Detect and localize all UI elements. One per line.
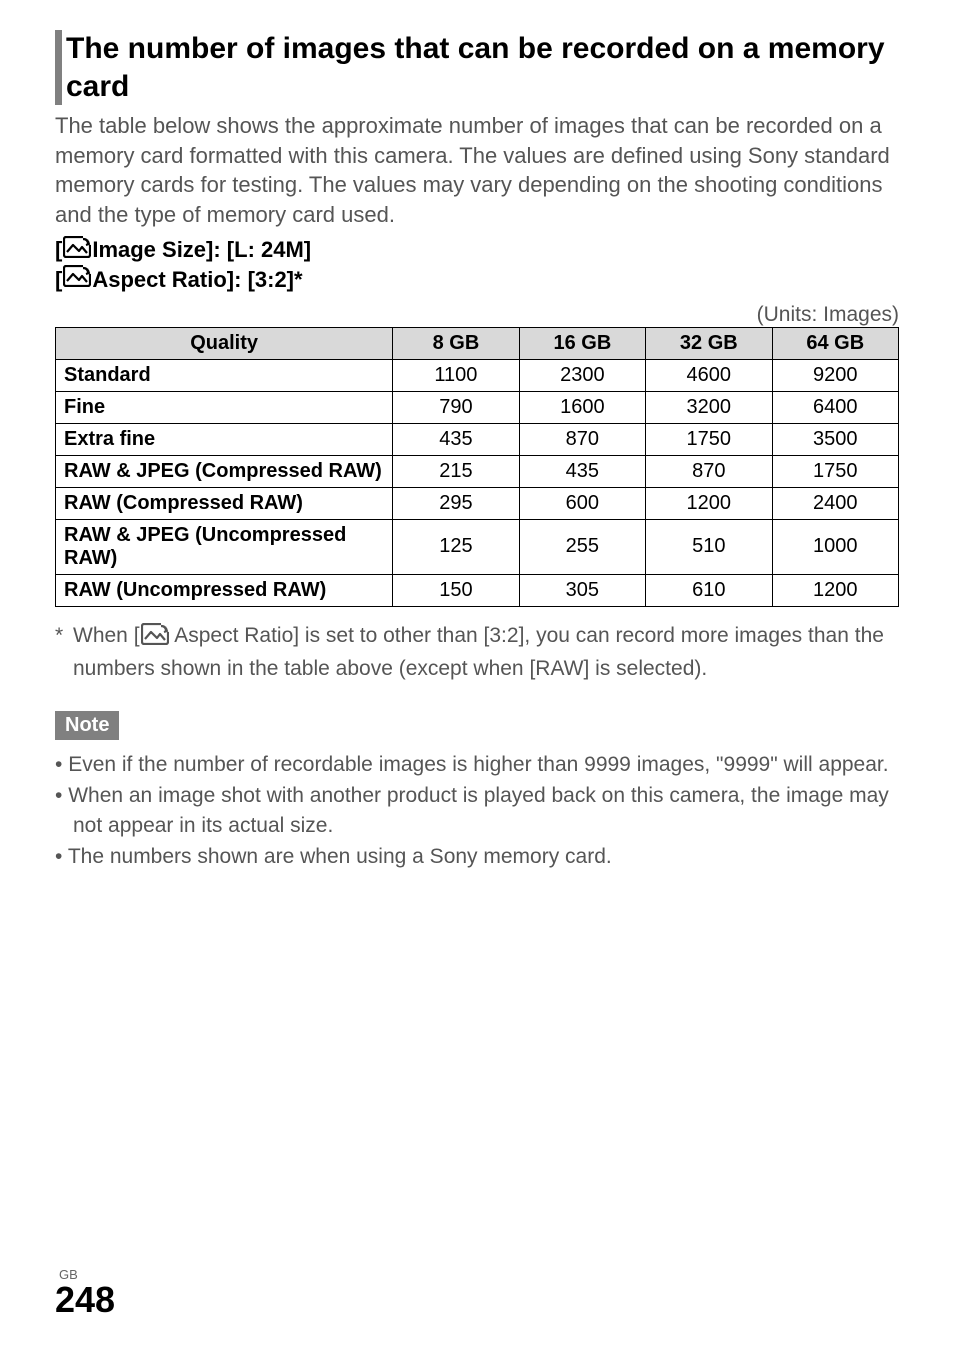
footnote-text: When [ Aspect Ratio] is set to other tha… [73,621,899,685]
quality-cell: Extra fine [56,423,393,455]
units-label: (Units: Images) [55,303,899,327]
table-row: Fine790160032006400 [56,391,899,423]
value-cell: 215 [393,455,519,487]
value-cell: 125 [393,519,519,574]
notes-list: Even if the number of recordable images … [55,750,899,872]
value-cell: 870 [519,423,645,455]
setting-aspect-ratio: [ Aspect Ratio]: [3:2]* [55,265,899,295]
footnote-asterisk: * [55,621,73,685]
value-cell: 790 [393,391,519,423]
value-cell: 3500 [772,423,898,455]
table-row: Standard1100230046009200 [56,359,899,391]
footnote: * When [ Aspect Ratio] is set to other t… [55,621,899,685]
table-row: RAW & JPEG (Uncompressed RAW)12525551010… [56,519,899,574]
setting-image-size-text: Image Size]: [L: 24M] [92,236,311,265]
note-badge: Note [55,711,119,740]
value-cell: 3200 [646,391,772,423]
table-header-cell: 32 GB [646,327,772,359]
value-cell: 1200 [646,487,772,519]
value-cell: 435 [519,455,645,487]
section-accent-bar [55,30,62,105]
value-cell: 1100 [393,359,519,391]
value-cell: 295 [393,487,519,519]
footnote-after: Aspect Ratio] is set to other than [3:2]… [73,624,884,680]
page-footer: GB 248 [55,1268,115,1321]
image-icon [141,623,169,654]
footnote-before: When [ [73,624,140,647]
section-header: The number of images that can be recorde… [55,30,899,105]
table-header-cell: 64 GB [772,327,898,359]
quality-cell: RAW & JPEG (Compressed RAW) [56,455,393,487]
bracket-open: [ [55,266,62,295]
value-cell: 610 [646,574,772,606]
bracket-open: [ [55,236,62,265]
note-item: Even if the number of recordable images … [55,750,899,779]
value-cell: 2400 [772,487,898,519]
value-cell: 435 [393,423,519,455]
table-body: Standard1100230046009200Fine790160032006… [56,359,899,606]
quality-cell: Standard [56,359,393,391]
value-cell: 870 [646,455,772,487]
image-icon [63,265,91,295]
table-row: RAW (Compressed RAW)29560012002400 [56,487,899,519]
section-title: The number of images that can be recorde… [66,30,899,105]
table-header-row: Quality8 GB16 GB32 GB64 GB [56,327,899,359]
note-item: When an image shot with another product … [55,781,899,840]
value-cell: 9200 [772,359,898,391]
value-cell: 6400 [772,391,898,423]
table-row: RAW & JPEG (Compressed RAW)2154358701750 [56,455,899,487]
value-cell: 1000 [772,519,898,574]
table-header-cell: Quality [56,327,393,359]
quality-cell: Fine [56,391,393,423]
intro-paragraph: The table below shows the approximate nu… [55,111,899,230]
table-header-cell: 8 GB [393,327,519,359]
setting-aspect-ratio-text: Aspect Ratio]: [3:2]* [92,266,302,295]
capacity-table: Quality8 GB16 GB32 GB64 GB Standard11002… [55,327,899,607]
value-cell: 150 [393,574,519,606]
value-cell: 510 [646,519,772,574]
value-cell: 4600 [646,359,772,391]
image-icon [63,236,91,266]
setting-image-size: [ Image Size]: [L: 24M] [55,236,899,266]
table-row: RAW (Uncompressed RAW)1503056101200 [56,574,899,606]
value-cell: 1600 [519,391,645,423]
quality-cell: RAW (Uncompressed RAW) [56,574,393,606]
quality-cell: RAW & JPEG (Uncompressed RAW) [56,519,393,574]
value-cell: 600 [519,487,645,519]
value-cell: 305 [519,574,645,606]
table-row: Extra fine43587017503500 [56,423,899,455]
value-cell: 255 [519,519,645,574]
value-cell: 1750 [772,455,898,487]
page-number: 248 [55,1279,115,1320]
note-item: The numbers shown are when using a Sony … [55,842,899,871]
value-cell: 1200 [772,574,898,606]
table-header-cell: 16 GB [519,327,645,359]
quality-cell: RAW (Compressed RAW) [56,487,393,519]
value-cell: 1750 [646,423,772,455]
value-cell: 2300 [519,359,645,391]
